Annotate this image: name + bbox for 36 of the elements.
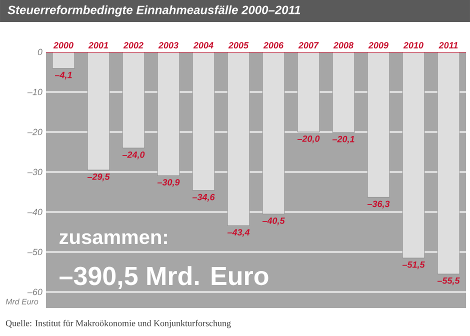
data-label: –30,9 [157,179,180,187]
x-tick-label: 2010 [403,42,424,48]
x-tick-label: 2011 [438,42,458,48]
x-tick-label: 2005 [228,42,249,48]
data-label: –34,6 [192,194,215,202]
x-tick-label: 2000 [53,42,74,48]
y-tick-label: 0 [38,48,42,56]
source-note: Quelle: Institut für Makroökonomie und Konjunkturforschung [6,320,231,328]
data-label: –24,0 [122,152,145,160]
annotation: –390,5 Mrd. Euro [60,266,268,289]
x-tick-label: 2009 [368,42,388,48]
data-label: –43,4 [227,229,250,237]
data-label: –51,5 [402,262,425,270]
data-label: –20,1 [332,136,354,144]
data-label: –20,0 [297,136,320,144]
data-label: –29,5 [87,174,110,182]
y-tick-label: –30 [27,168,42,176]
data-label: –36,3 [367,200,390,208]
y-tick-label: –40 [27,208,42,216]
x-tick-label: 2001 [88,42,108,48]
data-label: –55,5 [437,278,460,286]
x-tick-label: 2003 [158,42,178,48]
annotation: zusammen: [60,233,167,244]
y-tick-label: –20 [27,128,42,136]
data-label: –40,5 [262,218,285,226]
x-tick-label: 2006 [263,42,284,48]
x-tick-label: 2008 [333,42,354,48]
x-tick-label: 2007 [298,42,319,48]
y-axis-title: Mrd Euro [6,298,38,304]
y-tick-label: –10 [27,88,42,96]
y-tick-label: –50 [27,248,42,256]
data-label: –4,1 [54,72,72,80]
x-tick-label: 2004 [193,42,214,48]
x-tick-label: 2002 [123,42,144,48]
y-tick-label: –60 [27,288,42,296]
chart-title: Steuerreformbedingte Einnahmeausfälle 2000–2011 [8,5,300,17]
